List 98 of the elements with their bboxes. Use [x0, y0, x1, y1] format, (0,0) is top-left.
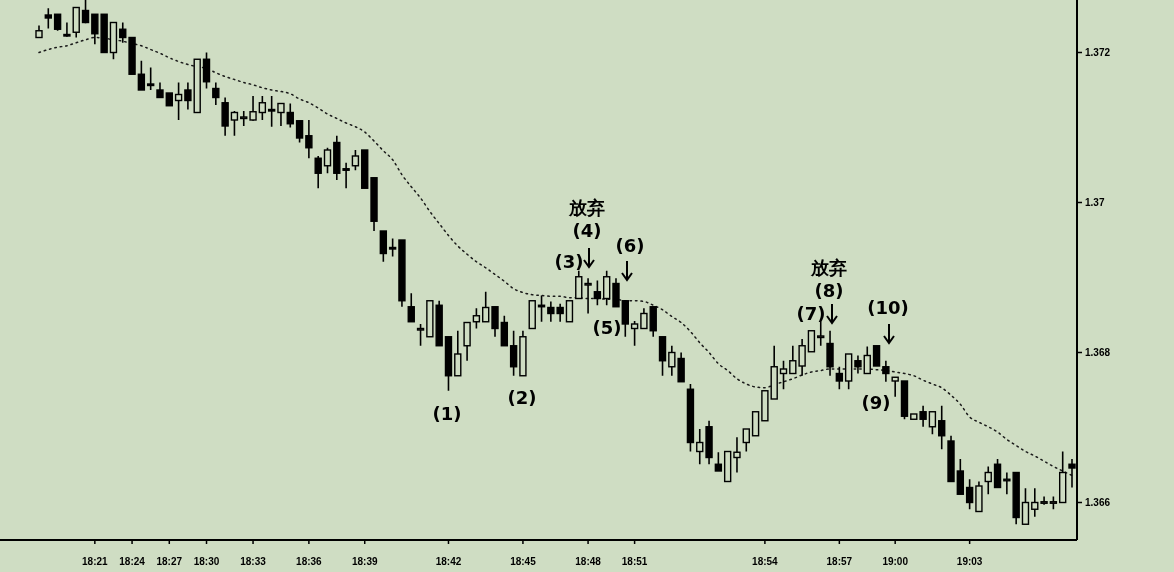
candlestick — [277, 102, 285, 127]
candlestick — [621, 299, 629, 338]
candlestick — [146, 66, 155, 91]
candlestick — [416, 323, 425, 347]
x-tick-label: 18:36 — [296, 556, 323, 567]
candlestick — [267, 95, 276, 128]
annotation: (10) — [867, 297, 909, 318]
candlestick — [249, 95, 257, 122]
annotation: (3) — [554, 251, 584, 272]
annotation: (8) — [814, 280, 844, 301]
x-tick-label: 18:45 — [510, 556, 537, 567]
x-tick-label: 19:03 — [956, 556, 983, 567]
x-tick-label: 18:51 — [621, 556, 648, 567]
candlestick — [714, 451, 723, 472]
annotation: (5) — [592, 317, 622, 338]
candlestick — [826, 329, 834, 377]
candlestick — [658, 335, 667, 377]
candlestick — [221, 96, 229, 137]
x-tick-label: 18:42 — [435, 556, 462, 567]
candlestick — [240, 110, 248, 127]
candlestick — [779, 359, 788, 391]
y-tick-label: 1.368 — [1085, 347, 1111, 358]
candlestick — [258, 95, 267, 121]
candlestick — [593, 279, 602, 307]
annotation: (4) — [572, 220, 602, 241]
candlestick — [742, 428, 750, 453]
candlestick — [835, 365, 844, 391]
candlestick — [472, 307, 481, 330]
x-tick-label: 18:27 — [156, 556, 183, 567]
candlestick — [928, 410, 937, 436]
annotation: (1) — [432, 403, 462, 424]
candlestick — [602, 269, 611, 307]
candlestick — [119, 21, 127, 44]
candlestick — [575, 269, 583, 300]
candlestick — [482, 290, 490, 323]
candlestick — [463, 321, 471, 362]
candlestick — [314, 155, 322, 190]
candlestick — [212, 81, 220, 106]
candlestick — [965, 478, 974, 511]
candlestick — [649, 305, 657, 338]
candlestick — [630, 320, 639, 347]
x-tick-label: 18:24 — [119, 556, 146, 567]
candlestick — [993, 458, 1002, 489]
annotation: 放弃 — [568, 197, 605, 218]
candlestick — [500, 314, 509, 347]
candlestick — [202, 51, 211, 90]
candlestick — [863, 345, 871, 375]
candlestick — [509, 329, 518, 377]
x-tick-label: 18:21 — [82, 556, 109, 567]
candlestick — [230, 110, 239, 137]
candlestick — [640, 307, 648, 330]
annotation: (6) — [615, 235, 645, 256]
x-tick-label: 18:30 — [193, 556, 220, 567]
x-tick-label: 18:39 — [351, 556, 378, 567]
candlestick — [882, 359, 890, 383]
candlestick — [612, 277, 620, 308]
candlestick — [938, 404, 946, 451]
x-tick-label: 19:00 — [882, 556, 909, 567]
candlestick — [584, 277, 592, 315]
candlestick — [696, 428, 704, 466]
x-tick-label: 18:48 — [575, 556, 602, 567]
candlestick — [872, 345, 881, 367]
annotation: 放弃 — [810, 257, 847, 278]
candlestick — [286, 102, 294, 129]
y-tick-label: 1.366 — [1085, 497, 1111, 508]
candlestick — [174, 81, 183, 121]
candlestick — [733, 436, 741, 474]
candlestick — [379, 230, 388, 263]
candlestick — [984, 465, 992, 496]
candlestick — [184, 81, 192, 111]
line-series — [38, 36, 1073, 477]
annotation: (2) — [507, 387, 537, 408]
candlestick — [407, 292, 415, 323]
x-tick-label: 18:57 — [826, 556, 853, 567]
candlestick — [956, 458, 965, 496]
candlestick — [454, 329, 462, 377]
candlestick — [351, 149, 360, 172]
candlestick — [295, 119, 304, 144]
candlestick — [491, 305, 499, 338]
candlestick — [807, 330, 816, 353]
candlestick — [817, 320, 825, 347]
y-tick-label: 1.37 — [1085, 197, 1105, 208]
candlestick — [565, 300, 574, 323]
candlestick — [751, 411, 760, 437]
x-tick-label: 18:54 — [752, 556, 779, 567]
candlestick — [891, 376, 899, 398]
candlestick — [44, 7, 53, 30]
candlestick — [63, 21, 71, 38]
annotation: (7) — [796, 303, 826, 324]
candlestick — [1021, 487, 1030, 526]
candlestick — [323, 146, 332, 175]
y-tick-label: 1.372 — [1085, 47, 1111, 58]
candlestick — [919, 404, 927, 428]
annotation: (9) — [861, 392, 891, 413]
x-tick-label: 18:33 — [240, 556, 267, 567]
candlestick — [305, 119, 313, 160]
candlestick — [137, 59, 146, 91]
candlestick — [1031, 487, 1039, 518]
